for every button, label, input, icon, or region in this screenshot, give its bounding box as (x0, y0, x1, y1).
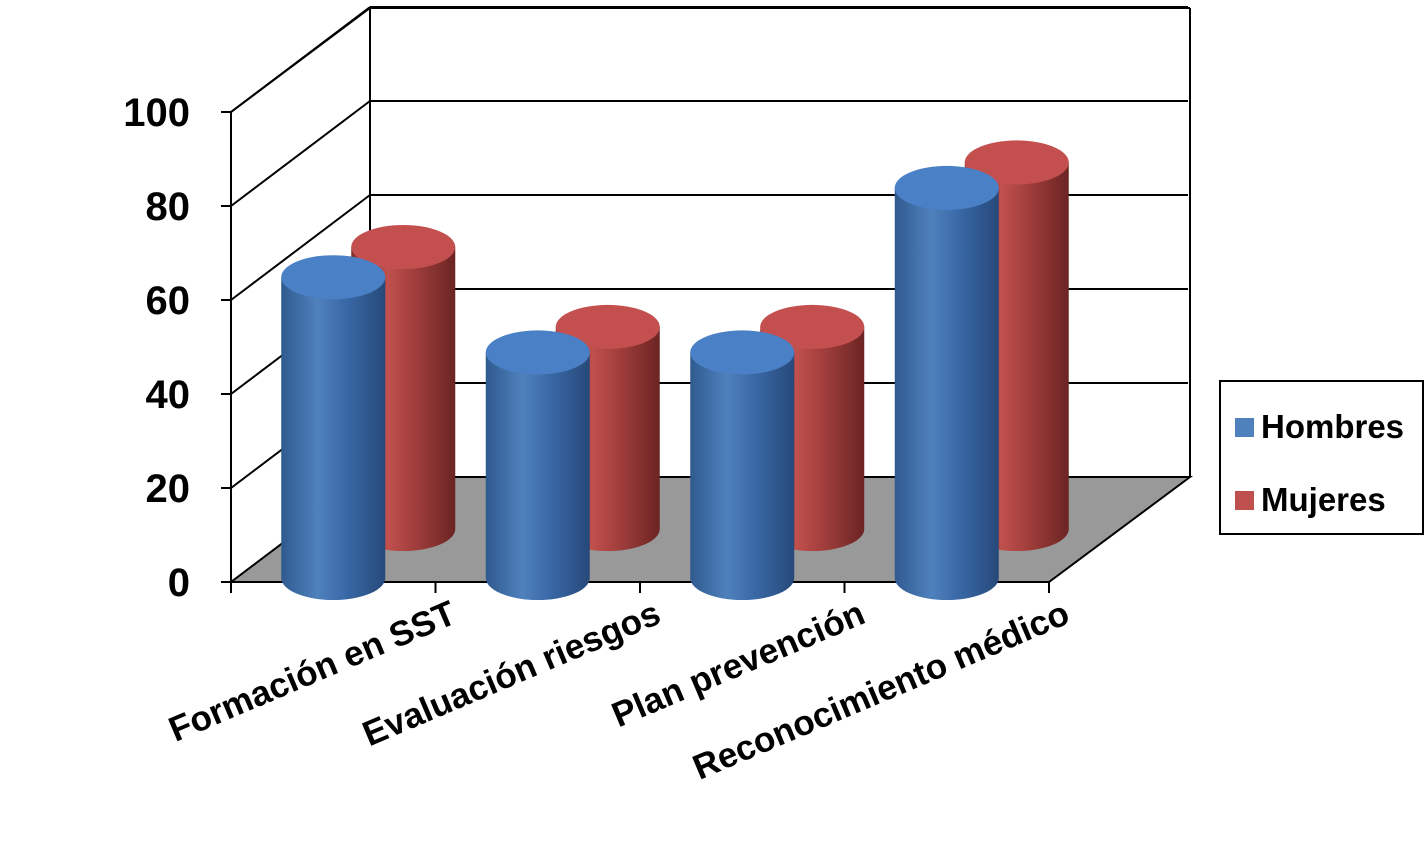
bar-mujeres-1-top (555, 304, 660, 349)
legend-item-mujeres: Mujeres (1235, 481, 1386, 519)
bar-hombres-2-body (690, 352, 795, 600)
gridline-side-80 (230, 100, 371, 207)
legend-swatch-hombres (1235, 417, 1254, 437)
bar-mujeres-3-top (964, 140, 1069, 185)
y-axis-labels: 0 20 40 60 80 100 (123, 91, 190, 605)
x-axis-ticks (230, 582, 1050, 593)
y-tick-label: 100 (123, 91, 190, 135)
legend-label-mujeres: Mujeres (1261, 481, 1386, 518)
bar-hombres-1 (485, 330, 590, 600)
bar-hombres-0-top (281, 255, 386, 300)
y-tick-label: 80 (146, 185, 191, 229)
gridlines (230, 6, 1188, 489)
bars (281, 140, 1069, 600)
x-tick-label: Reconocimiento médico (687, 593, 1075, 787)
bar-mujeres-0-top (351, 225, 456, 269)
gridline-side-60 (230, 194, 371, 301)
bar-hombres-3 (894, 165, 999, 600)
legend: Hombres Mujeres (1219, 380, 1424, 535)
legend-swatch-mujeres (1235, 490, 1254, 510)
gridline-side-top (230, 7, 371, 113)
bar-hombres-1-body (485, 352, 590, 600)
bar-hombres-1-top (485, 330, 590, 375)
bar-hombres-2-top (690, 330, 795, 375)
bar-hombres-0-body (281, 277, 386, 600)
y-tick-label: 20 (146, 467, 191, 511)
bar-mujeres-2-top (760, 304, 865, 349)
y-tick-label: 0 (168, 561, 190, 605)
legend-item-hombres: Hombres (1235, 408, 1404, 446)
y-axis-ticks (221, 111, 231, 583)
bar-hombres-3-body (894, 187, 999, 600)
y-tick-label: 40 (146, 373, 191, 417)
bar-hombres-2 (690, 330, 795, 600)
bar-hombres-0 (281, 255, 386, 600)
legend-label-hombres: Hombres (1261, 408, 1405, 445)
y-tick-label: 60 (146, 279, 191, 323)
bar-hombres-3-top (894, 165, 999, 210)
